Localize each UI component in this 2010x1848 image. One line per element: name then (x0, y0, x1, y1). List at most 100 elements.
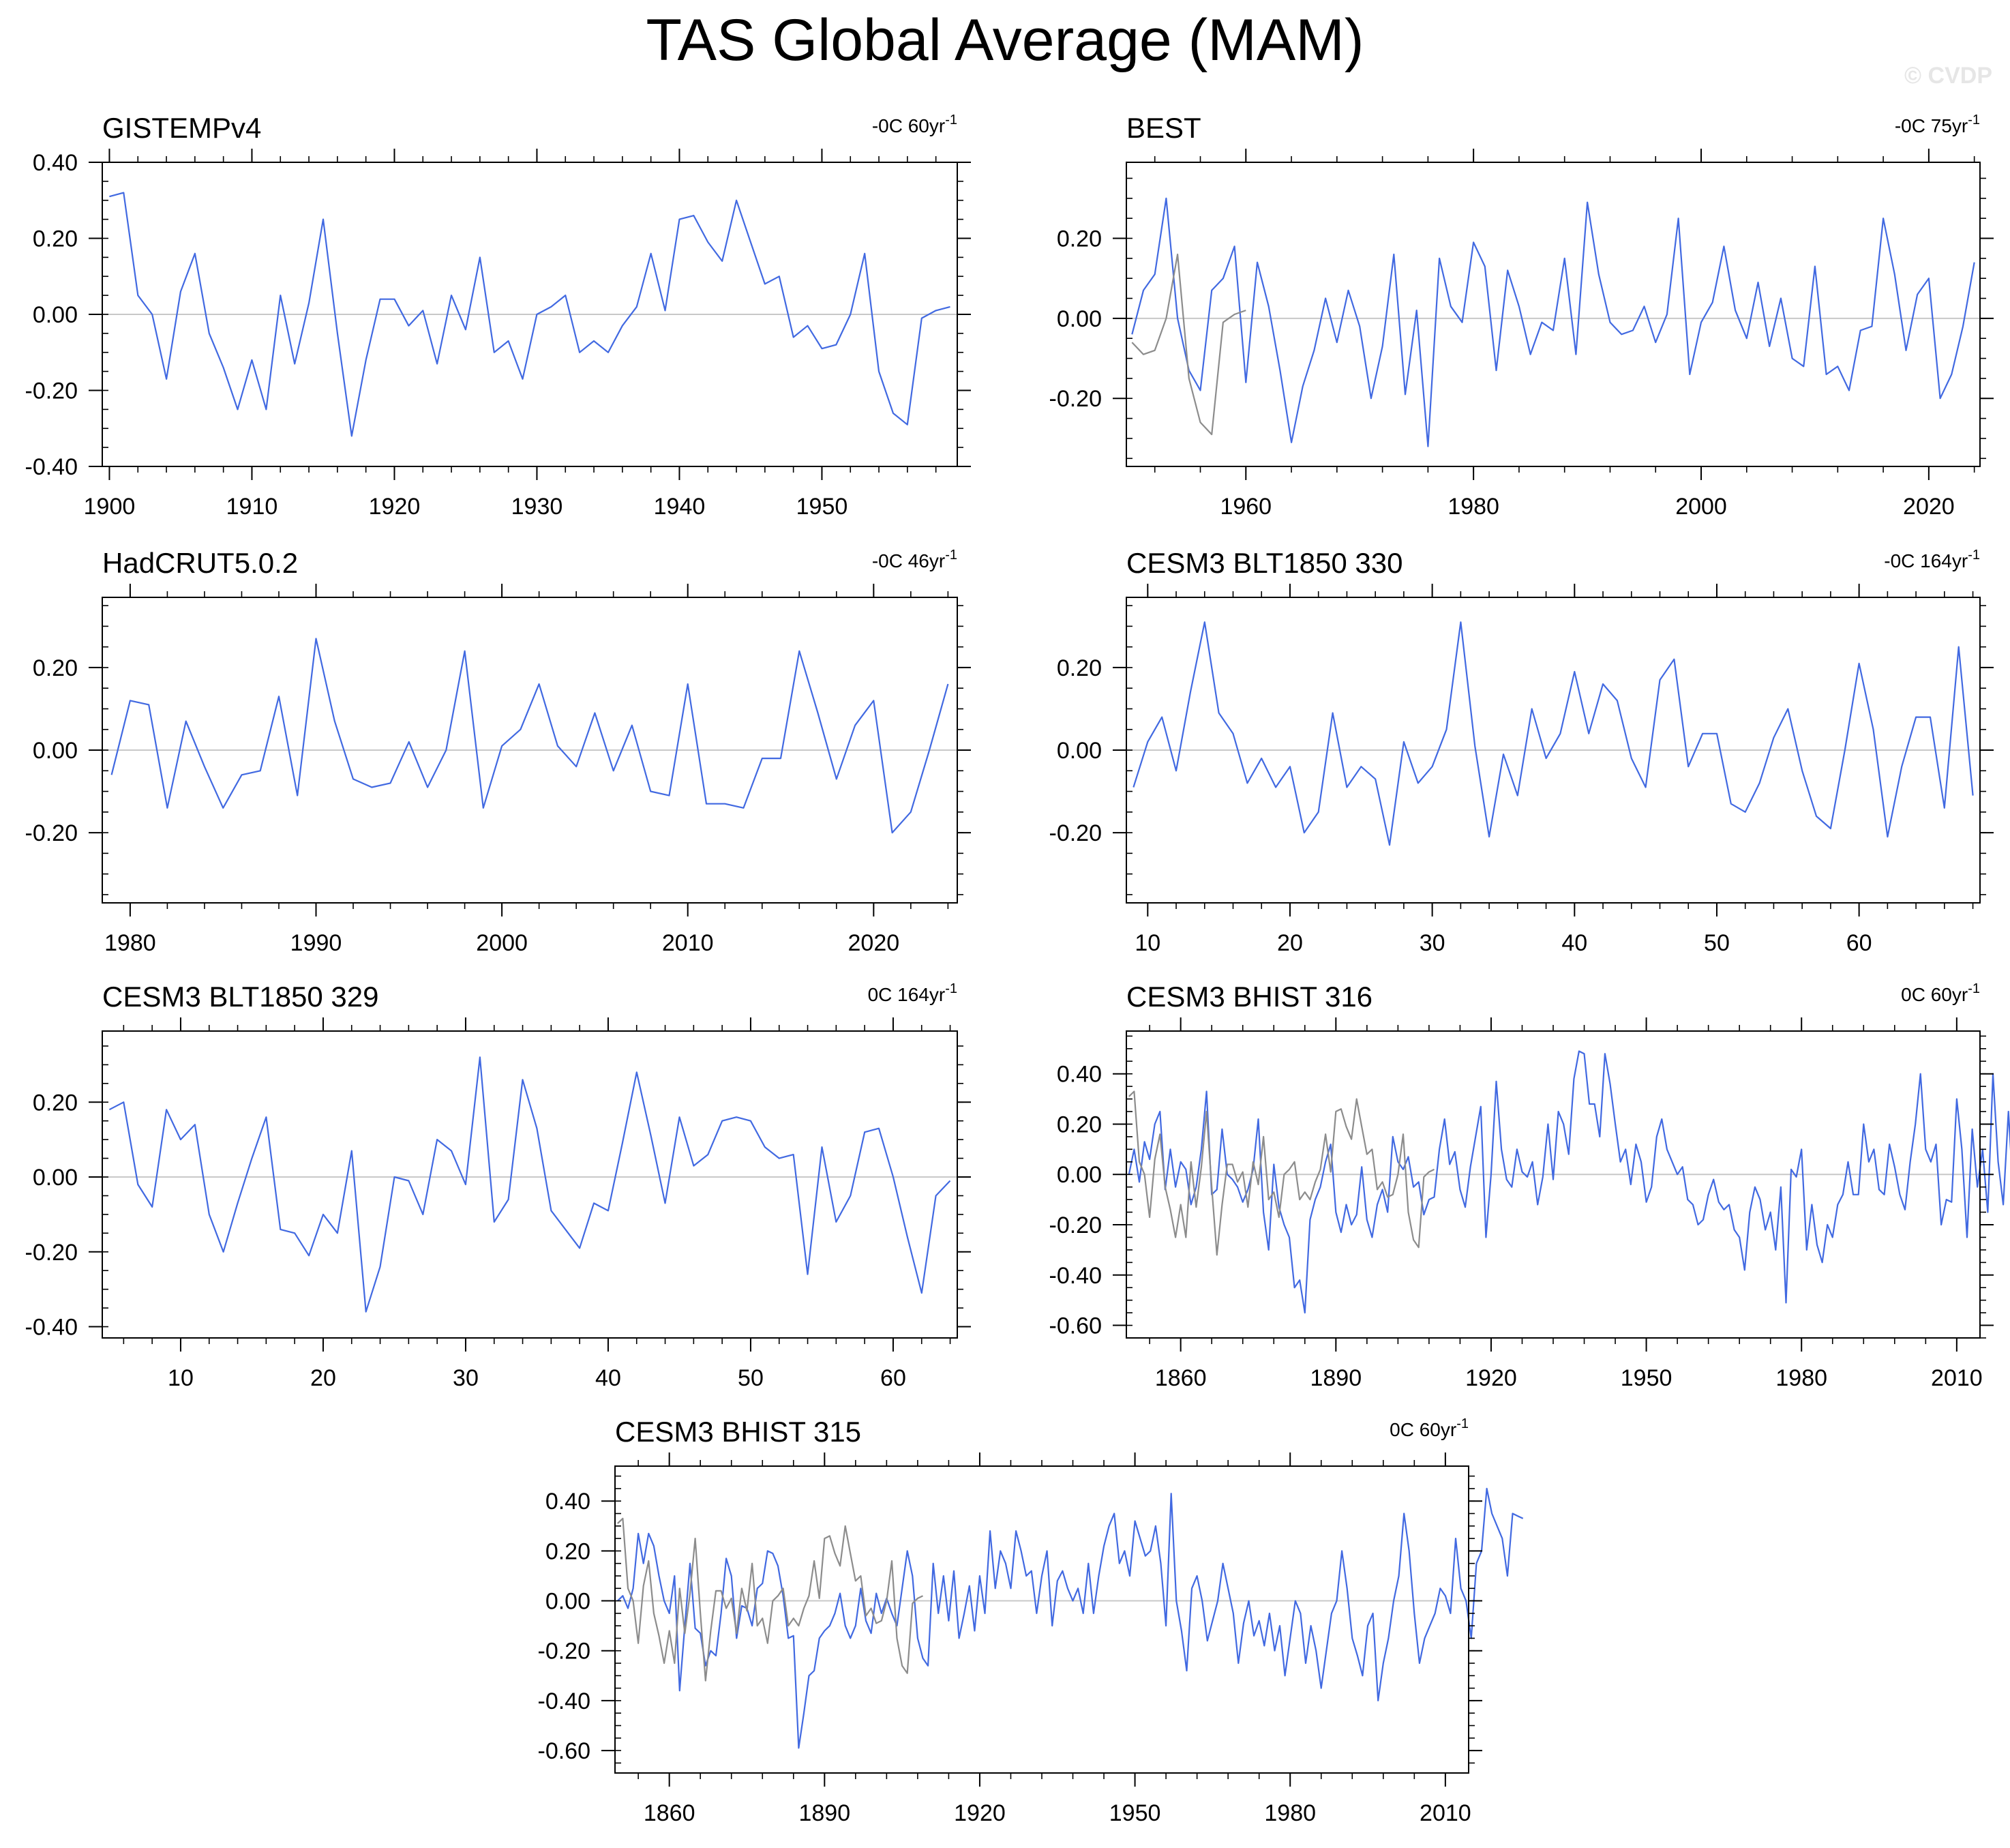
x-tick-label: 2010 (662, 930, 714, 956)
x-tick-label: 2020 (1903, 494, 1955, 520)
x-tick-label: 50 (1704, 930, 1730, 956)
y-tick-label: -0.40 (25, 1315, 78, 1341)
series-line (1131, 197, 1975, 447)
panel-title: BEST (1126, 112, 1201, 144)
y-tick-label: 0.20 (545, 1538, 590, 1564)
x-tick-label: 1980 (104, 930, 156, 956)
x-tick-label: 1940 (654, 494, 706, 520)
trend-annotation: 0C 60yr-1 (1901, 981, 1980, 1005)
plot-frame (1126, 162, 1981, 467)
series-line (110, 638, 949, 834)
x-tick-label: 1920 (954, 1800, 1006, 1826)
trend-annotation-superscript: -1 (945, 548, 957, 563)
y-tick-label: 0.00 (33, 1165, 78, 1191)
panel-title: CESM3 BLT1850 330 (1126, 547, 1402, 579)
x-tick-label: 2000 (1675, 494, 1727, 520)
plot-frame (614, 1465, 1469, 1774)
x-tick-label: 1860 (644, 1800, 695, 1826)
y-tick-label: -0.20 (538, 1639, 591, 1665)
series-line (1128, 1090, 1435, 1256)
chart-panel: 1980 1990 2000 2010 2020 -0.20 0.00 0.20 HadCRUT… (25, 547, 971, 956)
panel-title: CESM3 BHIST 316 (1126, 981, 1372, 1013)
x-tick-label: 60 (1846, 930, 1872, 956)
trend-annotation-text: 0C 164yr (868, 984, 946, 1005)
trend-annotation: 0C 164yr-1 (868, 981, 957, 1005)
x-tick-label: 1900 (84, 494, 136, 520)
x-tick-label: 1960 (1220, 494, 1272, 520)
x-tick-label: 20 (310, 1365, 336, 1391)
y-tick-label: -0.40 (538, 1688, 591, 1714)
x-tick-label: 2000 (476, 930, 528, 956)
trend-annotation: -0C 75yr-1 (1895, 113, 1980, 136)
trend-annotation: -0C 60yr-1 (872, 113, 957, 136)
y-tick-label: -0.20 (1049, 386, 1102, 412)
trend-annotation-text: 0C 60yr (1390, 1419, 1456, 1440)
series-line (108, 1056, 951, 1313)
x-tick-label: 1890 (1310, 1365, 1362, 1391)
y-tick-label: -0.20 (25, 378, 78, 404)
x-tick-label: 2020 (848, 930, 900, 956)
x-tick-label: 40 (595, 1365, 621, 1391)
chart-panel: 1860 1890 1920 1950 1980 2010 -0.60 -0.40 -0.20 0… (1049, 981, 2010, 1391)
trend-annotation-text: -0C 75yr (1895, 115, 1968, 136)
series-line (617, 1487, 1524, 1749)
trend-annotation-superscript: -1 (945, 981, 957, 996)
y-tick-label: -0.20 (25, 820, 78, 846)
y-tick-label: -0.60 (538, 1738, 591, 1764)
series-line (1128, 1050, 2010, 1314)
x-tick-label: 1910 (226, 494, 278, 520)
x-tick-label: 1920 (369, 494, 421, 520)
y-tick-label: -0.60 (1049, 1313, 1102, 1339)
x-tick-label: 1980 (1264, 1800, 1316, 1826)
y-tick-label: 0.00 (1057, 738, 1102, 764)
y-tick-label: 0.20 (1057, 226, 1102, 252)
trend-annotation: -0C 164yr-1 (1884, 548, 1980, 571)
chart-panel: 1900 1910 1920 1930 1940 1950 -0.40 -0.20 0.00 0.… (25, 112, 971, 520)
y-tick-label: 0.00 (1057, 1162, 1102, 1188)
chart-panel: 10 20 30 40 50 60 -0.40 -0.20 0.00 0.20 CESM3 BLT1… (25, 981, 971, 1391)
trend-annotation: 0C 60yr-1 (1390, 1416, 1469, 1440)
y-tick-label: 0.20 (1057, 1112, 1102, 1137)
x-tick-label: 30 (1420, 930, 1445, 956)
y-tick-label: 0.20 (33, 1090, 78, 1116)
y-tick-label: 0.00 (33, 738, 78, 764)
panel-title: CESM3 BLT1850 329 (102, 981, 378, 1013)
trend-annotation-text: -0C 46yr (872, 550, 945, 571)
trend-annotation-superscript: -1 (1968, 113, 1980, 128)
y-tick-label: -0.40 (1049, 1263, 1102, 1289)
x-tick-label: 50 (738, 1365, 764, 1391)
x-tick-label: 10 (1135, 930, 1160, 956)
x-tick-label: 30 (453, 1365, 479, 1391)
series-line (617, 1517, 923, 1682)
trend-annotation-superscript: -1 (1968, 548, 1980, 563)
trend-annotation-superscript: -1 (945, 113, 957, 128)
x-tick-label: 1990 (290, 930, 342, 956)
y-tick-label: 0.40 (545, 1489, 590, 1515)
x-tick-label: 1930 (511, 494, 563, 520)
trend-annotation: -0C 46yr-1 (872, 548, 957, 571)
copyright-watermark: © CVDP (1904, 63, 1992, 89)
figure-title: TAS Global Average (MAM) (646, 8, 1364, 73)
x-tick-label: 1950 (1621, 1365, 1672, 1391)
trend-annotation-text: -0C 164yr (1884, 550, 1968, 571)
x-tick-label: 40 (1561, 930, 1587, 956)
chart-panel: 1860 1890 1920 1950 1980 2010 -0.60 -0.40 -0.20 0… (538, 1416, 1524, 1826)
x-tick-label: 2010 (1931, 1365, 1983, 1391)
y-tick-label: 0.00 (1057, 306, 1102, 332)
x-tick-label: 20 (1277, 930, 1303, 956)
x-tick-label: 1890 (798, 1800, 850, 1826)
x-tick-label: 1950 (1109, 1800, 1161, 1826)
x-tick-label: 1980 (1448, 494, 1499, 520)
trend-annotation-text: 0C 60yr (1901, 984, 1968, 1005)
y-tick-label: -0.40 (25, 454, 78, 480)
y-tick-label: -0.20 (25, 1240, 78, 1266)
series-line (1131, 253, 1246, 436)
x-tick-label: 1920 (1465, 1365, 1517, 1391)
y-tick-label: 0.40 (1057, 1062, 1102, 1088)
x-tick-label: 1860 (1155, 1365, 1207, 1391)
trend-annotation-superscript: -1 (1968, 981, 1980, 996)
y-tick-label: -0.20 (1049, 1212, 1102, 1238)
series-line (1132, 621, 1974, 846)
y-tick-label: 0.20 (33, 655, 78, 681)
